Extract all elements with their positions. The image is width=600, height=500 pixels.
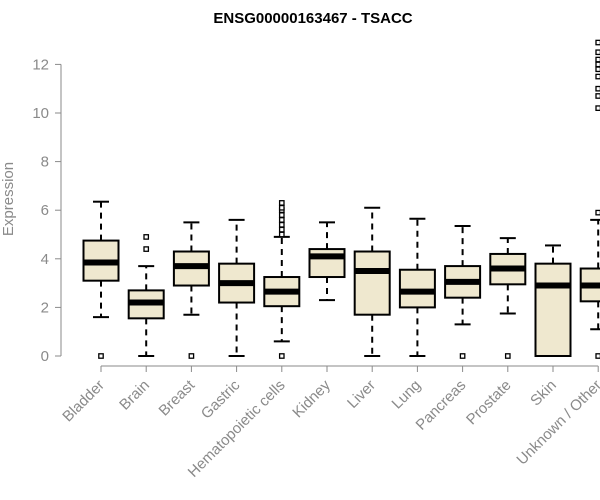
box-iqr: [398, 268, 436, 309]
box-11: [534, 244, 572, 357]
outlier-point: [278, 226, 285, 233]
y-axis-label: Expression: [0, 162, 17, 236]
box-1: [82, 200, 120, 359]
outlier-point: [595, 209, 600, 216]
boxes: [82, 39, 600, 359]
y-tick-label: 2: [41, 299, 49, 316]
box-10: [489, 237, 527, 359]
x-tick-label: Pancreas: [413, 377, 470, 434]
outlier-point: [278, 212, 285, 218]
outlier-point: [278, 231, 285, 238]
y-tick-label: 6: [41, 202, 49, 219]
y-tick-label: 8: [41, 154, 49, 171]
x-tick-label: Bladder: [59, 377, 108, 426]
box-7: [353, 206, 391, 357]
y-axis: 0 2 4 6 8 10 12: [32, 56, 62, 365]
y-tick-label: 12: [32, 56, 49, 73]
outlier-point: [278, 221, 285, 228]
outlier-point: [595, 66, 600, 73]
outlier-point: [459, 353, 466, 359]
box-8: [398, 217, 436, 357]
box-3: [172, 221, 210, 359]
outlier-point: [595, 49, 600, 56]
outlier-point: [595, 61, 600, 68]
box-iqr: [353, 250, 391, 316]
x-tick-label: Prostate: [463, 377, 515, 429]
x-tick-label: Brain: [116, 377, 153, 414]
y-tick-label: 4: [41, 251, 49, 268]
outlier-point: [504, 353, 511, 359]
x-tick-label: Lung: [389, 377, 425, 413]
outlier-point: [188, 353, 195, 359]
y-tick-label: 10: [32, 105, 49, 122]
box-5: [263, 200, 301, 359]
x-tick-label: Skin: [527, 377, 560, 410]
outlier-point: [595, 39, 600, 46]
outlier-point: [595, 93, 600, 99]
outlier-point: [98, 353, 104, 359]
box-iqr: [534, 262, 572, 357]
box-12: [579, 39, 600, 359]
outlier-point: [143, 234, 150, 240]
x-tick-label: Kidney: [289, 376, 334, 421]
box-6: [308, 221, 346, 302]
outlier-point: [595, 56, 600, 63]
box-iqr: [308, 248, 346, 279]
outlier-point: [595, 73, 600, 80]
box-9: [444, 224, 482, 359]
outlier-point: [595, 85, 600, 92]
outlier-point: [278, 217, 285, 223]
outlier-point: [595, 105, 600, 111]
outlier-point: [278, 200, 285, 206]
box-4: [218, 218, 256, 357]
y-tick-label: 0: [41, 348, 49, 365]
chart-title: ENSG00000163467 - TSACC: [213, 10, 412, 27]
outlier-point: [278, 204, 285, 211]
x-tick-label: Breast: [156, 376, 199, 419]
outlier-point: [595, 353, 600, 359]
box-2: [127, 234, 165, 357]
outlier-point: [278, 353, 285, 359]
outlier-point: [143, 246, 150, 252]
x-tick-label: Liver: [344, 377, 379, 412]
